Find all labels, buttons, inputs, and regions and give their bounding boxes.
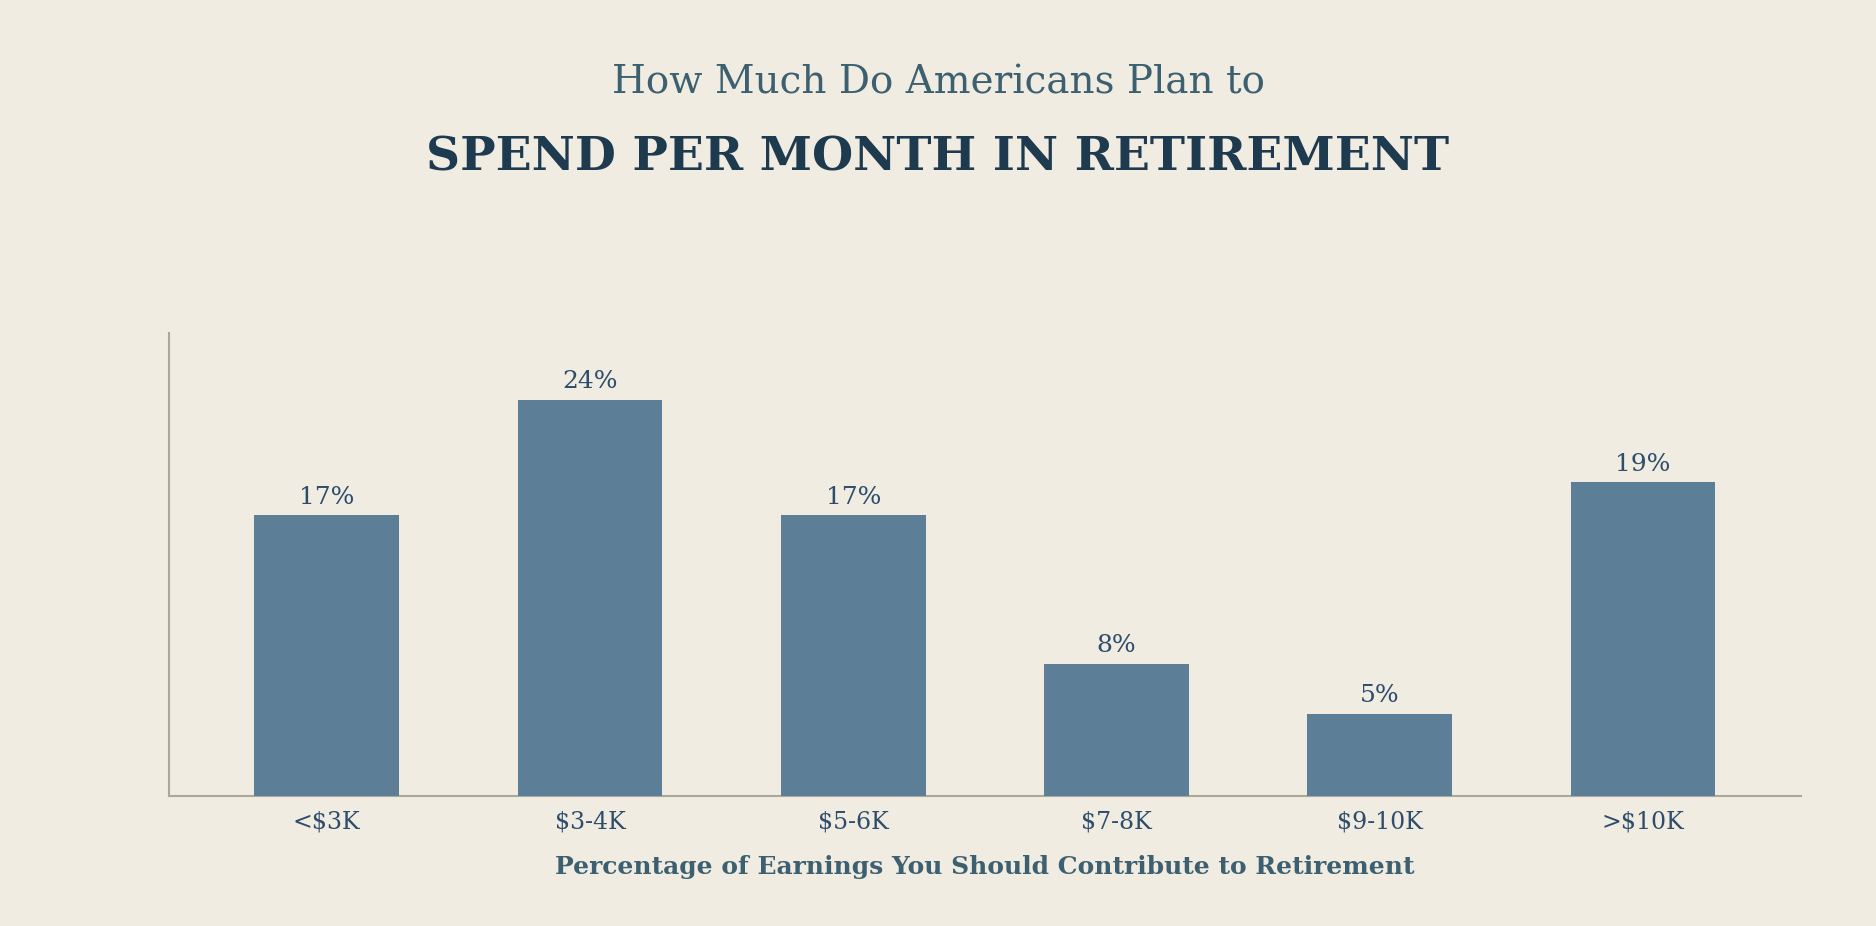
Text: 8%: 8%: [1097, 634, 1137, 657]
Text: 17%: 17%: [298, 485, 355, 508]
Bar: [1045, 664, 1189, 796]
Text: 17%: 17%: [825, 485, 882, 508]
Text: How Much Do Americans Plan to: How Much Do Americans Plan to: [612, 65, 1264, 102]
Bar: [1570, 482, 1715, 796]
Bar: [255, 515, 400, 796]
Bar: [518, 399, 662, 796]
Bar: [780, 515, 925, 796]
Text: SPEND PER MONTH IN RETIREMENT: SPEND PER MONTH IN RETIREMENT: [426, 134, 1450, 181]
Text: 19%: 19%: [1615, 453, 1672, 476]
X-axis label: Percentage of Earnings You Should Contribute to Retirement: Percentage of Earnings You Should Contri…: [555, 856, 1415, 880]
Text: 5%: 5%: [1360, 684, 1399, 707]
Bar: [1308, 714, 1452, 796]
Text: 24%: 24%: [563, 369, 617, 393]
